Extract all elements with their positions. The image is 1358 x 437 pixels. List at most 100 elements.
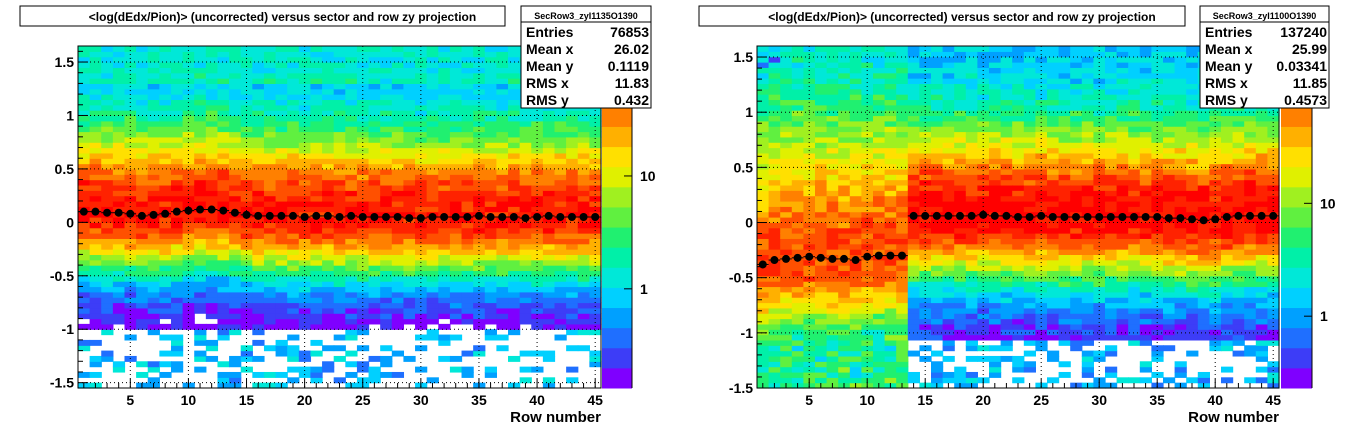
heatmap-cell xyxy=(803,281,816,288)
heatmap-cell xyxy=(1023,243,1036,250)
heatmap-cell xyxy=(1070,147,1083,154)
heatmap-cell xyxy=(322,361,335,368)
heatmap-cell xyxy=(159,67,172,74)
heatmap-cell xyxy=(461,286,474,293)
heatmap-cell xyxy=(136,265,149,272)
heatmap-cell xyxy=(1070,334,1083,341)
heatmap-cell xyxy=(1128,46,1141,52)
heatmap-cell xyxy=(1035,206,1048,213)
heatmap-cell xyxy=(1174,302,1187,309)
heatmap-cell xyxy=(449,233,463,239)
heatmap-cell xyxy=(907,297,920,304)
heatmap-cell xyxy=(287,249,300,255)
heatmap-cell xyxy=(333,265,346,272)
heatmap-cell xyxy=(124,254,137,261)
heatmap-cell xyxy=(519,142,532,149)
heatmap-cell xyxy=(310,206,323,213)
heatmap-cell xyxy=(838,297,851,304)
heatmap-cell xyxy=(508,318,521,325)
heatmap-cell xyxy=(1163,147,1176,154)
heatmap-cell xyxy=(89,361,102,368)
heatmap-cell xyxy=(310,158,323,165)
heatmap-cell xyxy=(322,158,335,165)
heatmap-cell xyxy=(1105,345,1118,352)
heatmap-cell xyxy=(919,222,932,229)
heatmap-cell xyxy=(826,345,839,352)
heatmap-cell xyxy=(942,313,955,320)
heatmap-cell xyxy=(194,238,207,245)
heatmap-cell xyxy=(229,249,242,255)
heatmap-cell xyxy=(368,249,381,255)
heatmap-cell xyxy=(426,222,439,229)
heatmap-cell xyxy=(907,126,920,133)
heatmap-cell xyxy=(391,243,405,250)
heatmap-cell xyxy=(1058,51,1071,58)
heatmap-cell xyxy=(768,147,781,154)
heatmap-cell xyxy=(449,259,463,266)
heatmap-cell xyxy=(263,371,277,378)
heatmap-cell xyxy=(1139,56,1152,63)
heatmap-cell xyxy=(170,318,184,325)
heatmap-cell xyxy=(1151,297,1164,304)
heatmap-cell xyxy=(965,200,978,207)
heatmap-cell xyxy=(803,152,816,159)
heatmap-cell xyxy=(931,318,944,325)
heatmap-cell xyxy=(275,275,288,282)
heatmap-cell xyxy=(78,184,91,191)
profile-point xyxy=(567,213,576,221)
heatmap-cell xyxy=(896,99,909,106)
heatmap-cell xyxy=(403,281,416,288)
heatmap-cell xyxy=(589,270,602,277)
heatmap-cell xyxy=(1128,104,1141,111)
heatmap-cell xyxy=(1023,286,1036,293)
heatmap-cell xyxy=(310,88,323,95)
heatmap-cell xyxy=(240,72,253,79)
heatmap-cell xyxy=(112,99,126,106)
heatmap-cell xyxy=(1116,190,1129,197)
heatmap-cell xyxy=(287,345,300,352)
heatmap-cell xyxy=(275,110,288,117)
heatmap-cell xyxy=(1058,323,1071,330)
heatmap-cell xyxy=(1139,126,1152,133)
heatmap-cell xyxy=(566,163,579,170)
heatmap-cell xyxy=(757,99,770,106)
heatmap-cell xyxy=(519,238,532,245)
heatmap-cell xyxy=(229,99,242,106)
heatmap-cell xyxy=(345,254,358,261)
heatmap-cell xyxy=(954,136,967,143)
heatmap-cell xyxy=(298,158,312,165)
heatmap-cell xyxy=(1047,355,1060,362)
heatmap-cell xyxy=(380,297,393,304)
heatmap-cell xyxy=(217,88,230,95)
heatmap-cell xyxy=(1128,307,1141,314)
heatmap-cell xyxy=(577,313,590,320)
heatmap-cell xyxy=(1035,238,1048,245)
heatmap-cell xyxy=(1070,46,1083,52)
heatmap-cell xyxy=(322,195,335,202)
heatmap-cell xyxy=(112,110,126,117)
heatmap-cell xyxy=(484,115,497,122)
heatmap-cell xyxy=(577,163,590,170)
heatmap-cell xyxy=(1023,78,1036,84)
heatmap-cell xyxy=(252,120,265,127)
heatmap-cell xyxy=(147,249,160,255)
heatmap-cell xyxy=(1047,56,1060,63)
heatmap-cell xyxy=(791,62,804,68)
heatmap-cell xyxy=(1058,78,1071,84)
heatmap-cell xyxy=(791,184,804,191)
heatmap-cell xyxy=(989,190,1002,197)
heatmap-cell xyxy=(461,243,474,250)
heatmap-cell xyxy=(768,184,781,191)
heatmap-cell xyxy=(333,307,346,314)
heatmap-cell xyxy=(194,275,207,282)
heatmap-cell xyxy=(1105,56,1118,63)
heatmap-cell xyxy=(838,104,851,111)
heatmap-cell xyxy=(768,265,781,272)
heatmap-cell xyxy=(461,190,474,197)
heatmap-cell xyxy=(768,371,781,378)
heatmap-cell xyxy=(838,345,851,352)
heatmap-cell xyxy=(942,355,955,362)
heatmap-cell xyxy=(310,270,323,277)
heatmap-cell xyxy=(391,281,405,288)
heatmap-cell xyxy=(415,254,428,261)
